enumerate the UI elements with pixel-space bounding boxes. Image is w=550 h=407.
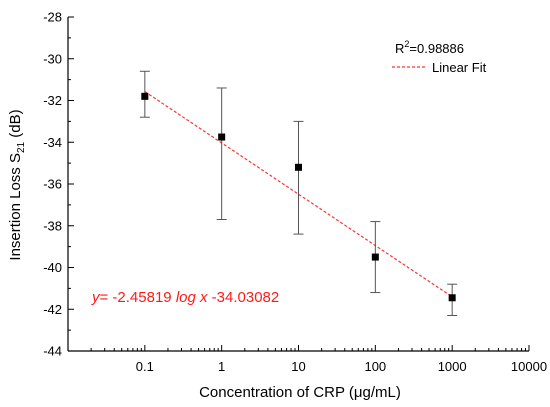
y-tick-label: -36 (43, 177, 62, 192)
legend: R2=0.98886 Linear Fit (392, 39, 487, 75)
fit-line-layer (144, 91, 453, 298)
y-tick-label: -32 (43, 93, 62, 108)
eq-part3: -34.03082 (208, 289, 280, 306)
x-tick-label: 1000 (438, 359, 467, 374)
x-tick-label: 10000 (511, 359, 547, 374)
y-tick-label: -40 (43, 260, 62, 275)
eq-log: log (176, 289, 197, 306)
y-tick-label: -34 (43, 135, 62, 150)
data-point (218, 133, 226, 141)
y-tick-label: -28 (43, 10, 62, 25)
data-point (141, 92, 149, 100)
y-axis-title-unit: (dB) (7, 109, 24, 142)
x-axis-ticks: 0.1 1 10 100 1000 10000 (90, 345, 547, 374)
eq-y: y (91, 289, 101, 306)
y-axis-title-sub: 21 (16, 141, 27, 153)
data-point (448, 294, 456, 302)
y-axis-title: Insertion Loss S21 (dB) (7, 109, 27, 260)
legend-fit-label: Linear Fit (432, 60, 487, 75)
x-tick-label: 1 (218, 359, 225, 374)
y-tick-label: -42 (43, 302, 62, 317)
error-bars (139, 70, 458, 317)
data-point (295, 163, 302, 171)
legend-r2: R2=0.98886 (395, 39, 464, 56)
y-axis-title-main: Insertion Loss S (7, 153, 24, 261)
eq-x: x (199, 289, 208, 306)
linear-fit-line (144, 91, 453, 298)
legend-r2-sup: 2 (404, 39, 409, 49)
x-tick-label: 100 (364, 359, 386, 374)
y-tick-label: -44 (43, 344, 62, 359)
x-tick-label: 0.1 (136, 359, 154, 374)
data-points (141, 92, 456, 302)
x-axis-title: Concentration of CRP (μg/mL) (199, 384, 401, 401)
legend-r2-prefix: R (395, 41, 404, 56)
fit-equation: y= -2.45819 log x -34.03082 (91, 289, 279, 306)
legend-r2-value: =0.98886 (409, 41, 464, 56)
eq-part1: = -2.45819 (100, 289, 176, 306)
x-tick-label: 10 (291, 359, 305, 374)
y-tick-label: -30 (43, 51, 62, 66)
data-point (371, 253, 379, 261)
y-axis-ticks: -28 -30 -32 -34 -36 -38 -40 -42 -44 (43, 10, 74, 359)
y-tick-label: -38 (43, 218, 62, 233)
